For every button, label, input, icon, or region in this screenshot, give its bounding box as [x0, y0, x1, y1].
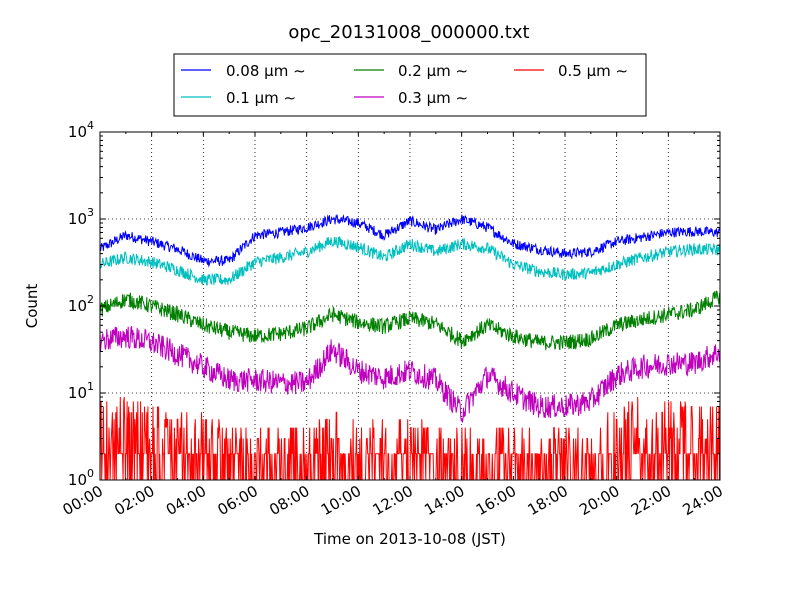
series-line-0 — [99, 213, 721, 268]
x-tick-label: 06:00 — [215, 482, 261, 519]
legend-label-4: 0.5 μm ∼ — [558, 62, 628, 80]
x-tick-label: 12:00 — [370, 482, 416, 519]
series-line-2 — [99, 290, 721, 351]
series-line-1 — [99, 236, 721, 286]
legend-label-3: 0.3 μm ∼ — [398, 89, 468, 107]
y-tick-label: 102 — [68, 293, 94, 315]
y-tick-label: 103 — [68, 206, 94, 228]
series-layer — [99, 213, 721, 481]
x-tick-label: 10:00 — [318, 482, 364, 519]
y-tick-label: 100 — [68, 467, 94, 489]
legend-entry-0: 0.08 μm ∼ — [181, 62, 306, 80]
y-axis-label: Count — [23, 284, 41, 329]
series-line-3 — [99, 325, 721, 423]
legend-entry-2: 0.2 μm ∼ — [354, 62, 468, 80]
x-tick-label: 22:00 — [628, 482, 674, 519]
x-tick-label: 20:00 — [576, 482, 622, 519]
x-axis-label: Time on 2013-10-08 (JST) — [313, 530, 506, 548]
ticks — [99, 131, 721, 481]
y-tick-label: 101 — [68, 380, 94, 402]
legend-box — [173, 53, 647, 117]
x-tick-label: 18:00 — [525, 482, 571, 519]
legend: 0.08 μm ∼ 0.1 μm ∼ 0.2 μm ∼ 0.3 μm ∼ 0.5… — [173, 53, 647, 117]
x-tick-label: 16:00 — [473, 482, 519, 519]
legend-entry-4: 0.5 μm ∼ — [514, 62, 628, 80]
x-tick-label: 08:00 — [266, 482, 312, 519]
x-tick-label: 14:00 — [421, 482, 467, 519]
legend-label-2: 0.2 μm ∼ — [398, 62, 468, 80]
x-tick-label: 02:00 — [111, 482, 157, 519]
series-line-4 — [99, 396, 720, 481]
chart-title: opc_20131008_000000.txt — [288, 22, 529, 43]
y-tick-labels: 100 101 102 103 104 — [68, 119, 94, 489]
x-tick-label: 24:00 — [680, 482, 726, 519]
y-tick-label: 104 — [68, 119, 94, 141]
legend-label-0: 0.08 μm ∼ — [226, 62, 306, 80]
x-tick-labels: 00:00 02:00 04:00 06:00 08:00 10:00 12:00 14:00… — [60, 482, 726, 519]
legend-entry-3: 0.3 μm ∼ — [354, 89, 468, 107]
grid — [100, 132, 720, 480]
legend-label-1: 0.1 μm ∼ — [226, 89, 296, 107]
x-tick-label: 04:00 — [163, 482, 209, 519]
legend-entry-1: 0.1 μm ∼ — [181, 89, 296, 107]
